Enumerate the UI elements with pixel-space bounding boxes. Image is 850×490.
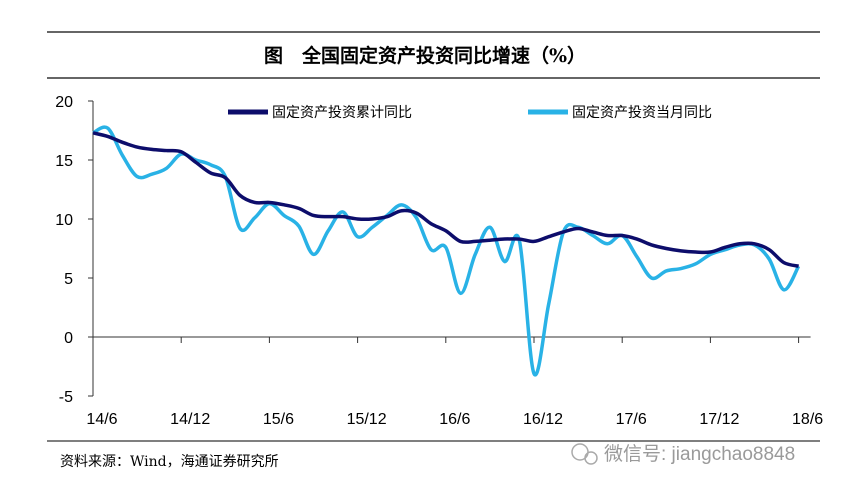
y-tick-label: 5 <box>64 271 73 288</box>
x-tick-label: 17/12 <box>699 411 739 428</box>
wechat-icon <box>571 443 598 465</box>
y-tick-label: 10 <box>55 212 73 229</box>
x-tick-label: 16/6 <box>439 411 470 428</box>
chart-title: 图 全国固定资产投资同比增速（%） <box>264 44 586 67</box>
x-tick-label: 16/12 <box>523 411 563 428</box>
y-tick-label: 0 <box>64 330 73 347</box>
watermark: 微信号: jiangchao8848 <box>604 443 795 465</box>
legend-label-cumulative: 固定资产投资累计同比 <box>272 105 412 121</box>
x-tick-label: 14/6 <box>86 411 117 428</box>
x-tick-label: 14/12 <box>170 411 210 428</box>
x-tick-label: 18/6 <box>792 411 823 428</box>
y-tick-label: 15 <box>55 153 73 170</box>
x-tick-label: 15/6 <box>263 411 294 428</box>
series-line-monthly <box>92 125 801 377</box>
y-tick-label: 20 <box>55 94 73 111</box>
y-tick-label: -5 <box>59 389 73 406</box>
series-line-cumulative <box>92 131 800 268</box>
x-tick-label: 15/12 <box>347 411 387 428</box>
x-tick-label: 17/6 <box>616 411 647 428</box>
source-note: 资料来源：Wind，海通证券研究所 <box>60 454 279 470</box>
legend-label-monthly: 固定资产投资当月同比 <box>572 105 712 121</box>
